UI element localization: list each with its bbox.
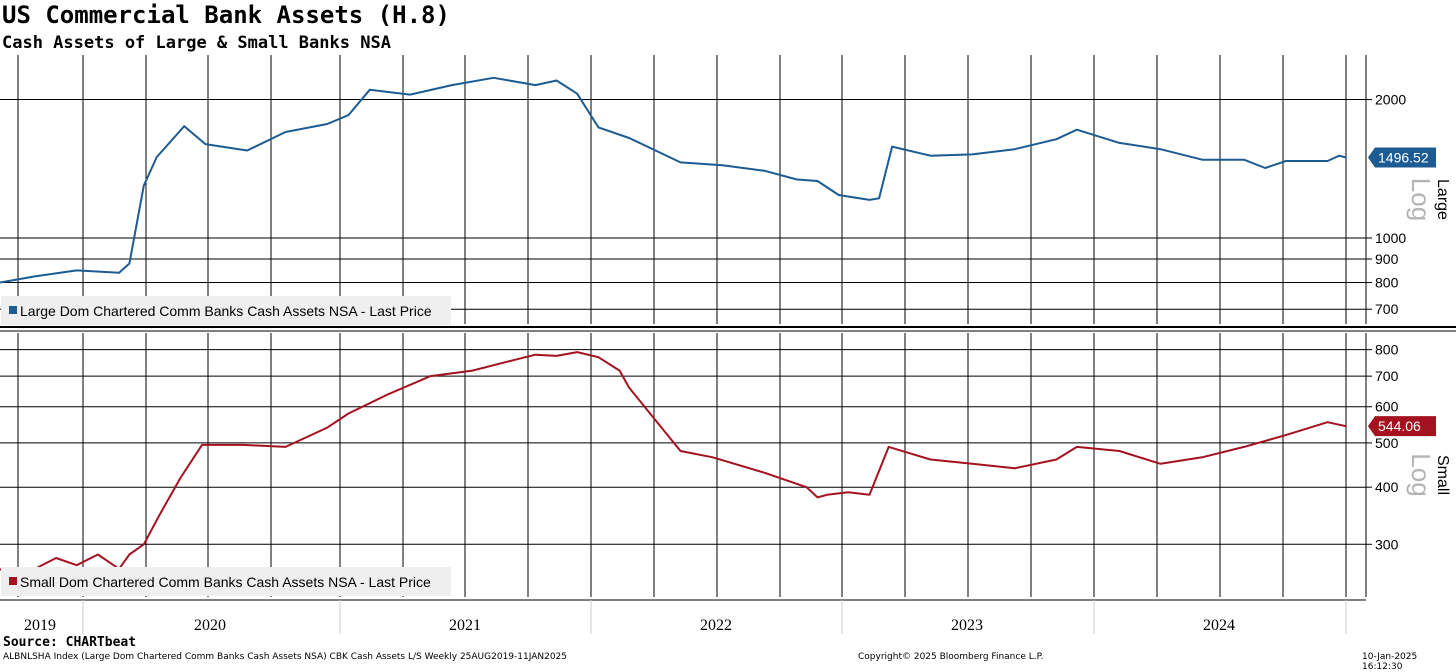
ytick-label: 500: [1375, 435, 1399, 451]
last-value-label: 1496.52: [1378, 149, 1429, 165]
legend-label: Large Dom Chartered Comm Banks Cash Asse…: [20, 303, 432, 319]
x-tick-label: 2022: [700, 617, 732, 634]
ytick-label: 700: [1375, 301, 1399, 317]
grid-bottom: 300 400 500 600 700 800: [0, 333, 1399, 597]
series-small: [0, 351, 1347, 582]
x-tick-label: 2020: [194, 617, 226, 634]
ytick-label: 300: [1375, 536, 1399, 552]
ytick-label: 1000: [1375, 230, 1406, 246]
ytick-label: 2000: [1375, 92, 1406, 108]
x-tick-label: 2023: [951, 617, 983, 634]
ytick-label: 600: [1375, 399, 1399, 415]
legend-label: Small Dom Chartered Comm Banks Cash Asse…: [20, 574, 431, 590]
chart-subtitle: Cash Assets of Large & Small Banks NSA: [2, 33, 391, 53]
scale-label: Log: [1406, 178, 1436, 221]
ytick-label: 700: [1375, 368, 1399, 384]
ytick-label: 900: [1375, 251, 1399, 267]
series-large: [0, 76, 1347, 284]
last-value-badge: [1368, 147, 1436, 168]
legend-swatch: [9, 577, 17, 585]
last-value-label: 544.06: [1378, 418, 1421, 434]
series-line-large: [0, 76, 1347, 284]
x-tick-label: 2019: [24, 617, 56, 634]
series-line-small: [0, 351, 1347, 582]
ticker-info: ALBNLSHA Index (Large Dom Chartered Comm…: [3, 652, 568, 662]
legend-swatch: [9, 306, 17, 314]
x-tick-label: 2024: [1203, 617, 1235, 634]
axis-label-large: Large: [1434, 179, 1451, 220]
grid-top: 700 800 900 1000 2000: [0, 55, 1406, 324]
legend-bg: [1, 296, 451, 325]
last-value-badge: [1368, 416, 1436, 437]
source-label: Source: CHARTbeat: [3, 635, 137, 650]
ytick-label: 800: [1375, 275, 1399, 291]
legend-bg: [1, 567, 451, 596]
copyright: Copyright© 2025 Bloomberg Finance L.P.: [858, 652, 1044, 662]
axis-label-small: Small: [1434, 455, 1451, 495]
scale-label: Log: [1406, 453, 1436, 496]
legends: Large Dom Chartered Comm Banks Cash Asse…: [1, 296, 451, 596]
chart-title: US Commercial Bank Assets (H.8): [2, 1, 450, 29]
ytick-label: 400: [1375, 479, 1399, 495]
timestamp: 10-Jan-2025 16:12:30: [1362, 652, 1418, 672]
ytick-label: 800: [1375, 342, 1399, 358]
x-tick-label: 2021: [449, 617, 481, 634]
